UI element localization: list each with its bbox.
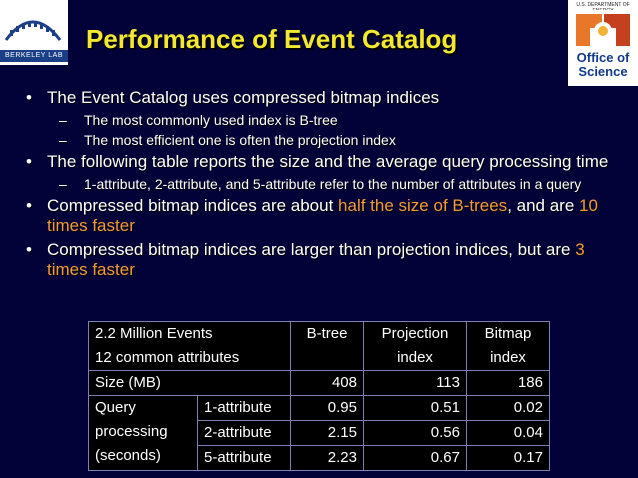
header-bitmap-line-1: Bitmap <box>484 325 532 342</box>
header-btree: B-tree <box>290 321 364 371</box>
row-bitmap: 0.02 <box>466 395 550 421</box>
query-label-line-2: processing <box>95 423 168 440</box>
header-bitmap: Bitmap index <box>466 321 550 371</box>
header-projection-line-2: index <box>397 349 433 366</box>
row-projection: 0.51 <box>363 395 467 421</box>
sub-bullet-2-1: – 1-attribute, 2-attribute, and 5-attrib… <box>0 176 620 193</box>
table-header-row: 2.2 Million Events 12 common attributes … <box>88 321 550 371</box>
row-btree: 2.23 <box>290 445 364 471</box>
size-bitmap: 186 <box>466 370 550 396</box>
bullet-1-text: The Event Catalog uses compressed bitmap… <box>47 88 440 107</box>
bullet-2: • The following table reports the size a… <box>0 152 620 172</box>
bullet-dot-icon: • <box>26 240 32 259</box>
office-line-1: Office of <box>576 50 630 65</box>
bullet-dot-icon: • <box>26 152 32 171</box>
row-label: 1-attribute <box>197 395 291 421</box>
sub-bullet-1-2: – The most efficient one is often the pr… <box>0 132 620 149</box>
table-header-description: 2.2 Million Events 12 common attributes <box>88 321 291 371</box>
bullet-1: • The Event Catalog uses compressed bitm… <box>0 88 620 108</box>
berkeley-lab-arc-icon <box>4 20 62 41</box>
bullet-dot-icon: • <box>26 88 32 107</box>
bullet-4-highlight: 3 times faster <box>47 240 585 279</box>
office-line-2: Science <box>578 64 628 79</box>
dash-icon: – <box>59 112 67 128</box>
header-bitmap-line-2: index <box>490 349 526 366</box>
bullet-3-highlight-a: half the size of B-trees <box>338 196 508 215</box>
row-bitmap: 0.04 <box>466 420 550 446</box>
bullet-4-text: Compressed bitmap indices are larger tha… <box>47 240 576 259</box>
size-label: Size (MB) <box>88 370 291 396</box>
berkeley-lab-logo: BERKELEY LAB <box>0 0 68 65</box>
sub-bullet-1-1-text: The most commonly used index is B-tree <box>84 112 338 128</box>
table-row: 5-attribute 2.23 0.67 0.17 <box>89 445 550 471</box>
header-projection-line-1: Projection <box>381 325 449 342</box>
bullet-3-highlight-b: 10 times faster <box>47 196 598 235</box>
bullet-4: • Compressed bitmap indices are larger t… <box>0 240 620 280</box>
bullet-3-text-b: , and are <box>507 196 580 215</box>
row-bitmap: 0.17 <box>466 445 550 471</box>
sub-bullet-2-1-text: 1-attribute, 2-attribute, and 5-attribut… <box>84 176 582 192</box>
office-of-science-emblem-icon <box>572 10 634 50</box>
query-label: Query processing (seconds) <box>88 395 198 471</box>
table-row: 2-attribute 2.15 0.56 0.04 <box>89 420 550 446</box>
dash-icon: – <box>59 176 67 192</box>
size-btree: 408 <box>290 370 364 396</box>
office-of-science-logo: U.S. DEPARTMENT OF ENERGY Office of Scie… <box>568 0 638 86</box>
query-label-line-3: (seconds) <box>95 447 161 464</box>
row-btree: 2.15 <box>290 420 364 446</box>
size-projection: 113 <box>363 370 467 396</box>
bullet-list: • The Event Catalog uses compressed bitm… <box>0 88 620 284</box>
table-row: Size (MB) 408 113 186 <box>88 370 550 396</box>
performance-table: 2.2 Million Events 12 common attributes … <box>88 321 550 471</box>
office-of-science-text: Office of Science <box>570 51 636 79</box>
bullet-2-text: The following table reports the size and… <box>47 152 609 171</box>
row-projection: 0.67 <box>363 445 467 471</box>
slide-title: Performance of Event Catalog <box>86 24 458 54</box>
header-line-1: 2.2 Million Events <box>95 325 213 342</box>
bullet-3-text-a: Compressed bitmap indices are about <box>47 196 339 215</box>
query-label-line-1: Query <box>95 399 136 416</box>
sub-bullet-1-1: – The most commonly used index is B-tree <box>0 112 620 129</box>
row-btree: 0.95 <box>290 395 364 421</box>
sub-bullet-1-2-text: The most efficient one is often the proj… <box>84 132 396 148</box>
dash-icon: – <box>59 132 67 148</box>
row-label: 2-attribute <box>197 420 291 446</box>
row-projection: 0.56 <box>363 420 467 446</box>
berkeley-lab-logo-text: BERKELEY LAB <box>0 50 68 62</box>
table-row: Query processing (seconds) 1-attribute 0… <box>88 395 550 471</box>
bullet-dot-icon: • <box>26 196 32 215</box>
row-label: 5-attribute <box>197 445 291 471</box>
header-projection: Projection index <box>363 321 467 371</box>
header-line-2: 12 common attributes <box>95 349 240 366</box>
bullet-3: • Compressed bitmap indices are about ha… <box>0 196 620 236</box>
